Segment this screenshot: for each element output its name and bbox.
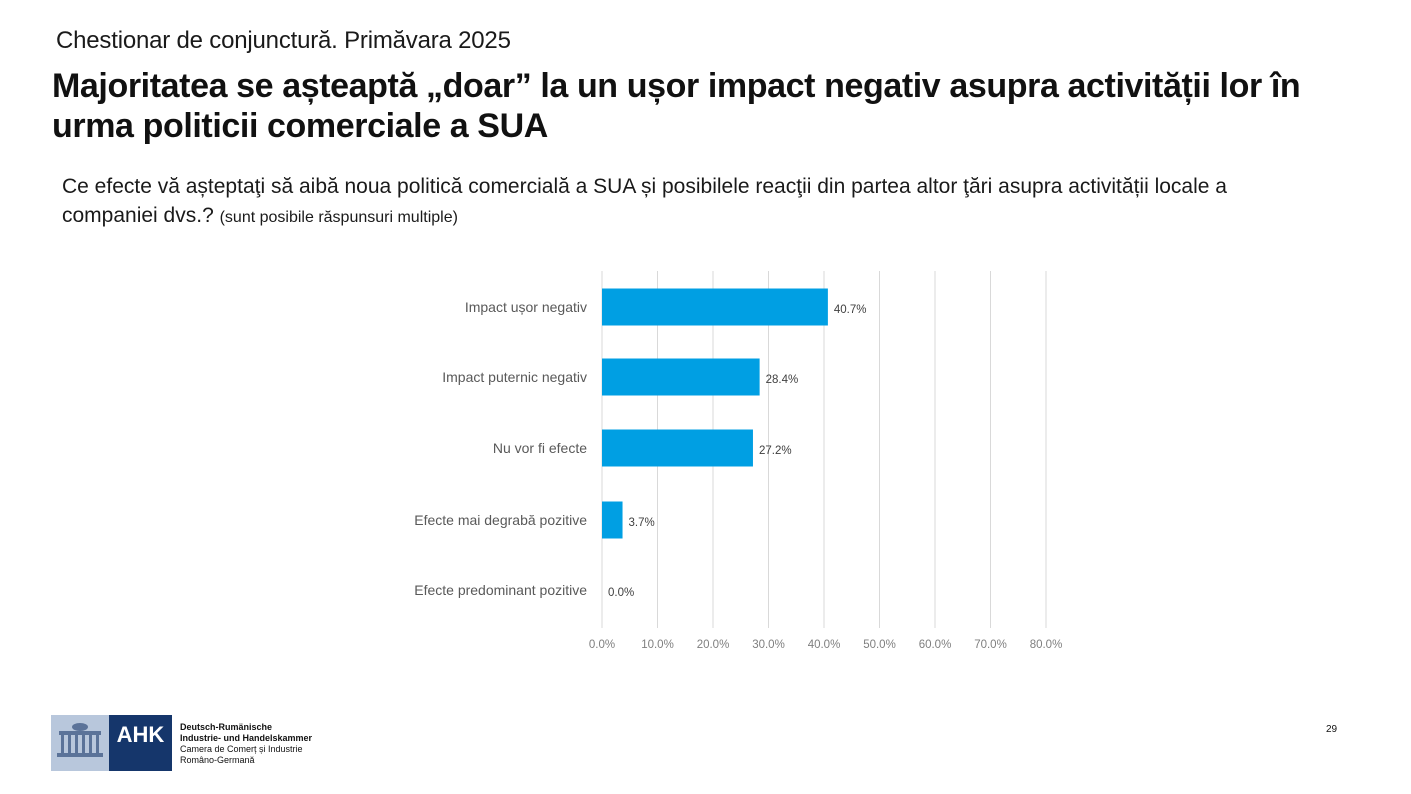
question-text: Ce efecte vă așteptaţi să aibă noua poli… <box>62 175 1227 227</box>
x-tick-label: 30.0% <box>752 639 785 651</box>
value-label: 28.4% <box>766 374 799 386</box>
x-tick-label: 0.0% <box>589 639 615 651</box>
x-tick-label: 80.0% <box>1030 639 1063 651</box>
bar <box>602 358 760 396</box>
value-label: 40.7% <box>834 304 867 316</box>
category-label: Impact puternic negativ <box>442 369 587 385</box>
org-line-2: Industrie- und Handelskammer <box>180 733 313 743</box>
bar-chart: 0.0% 10.0% 20.0% 30.0% 40.0% 50.0% 60.0% 70.0% 8… <box>414 271 1063 651</box>
bar <box>602 288 828 326</box>
building-emblem-icon <box>51 715 109 771</box>
x-tick-label: 70.0% <box>974 639 1007 651</box>
x-tick-label: 40.0% <box>808 639 841 651</box>
x-tick-label: 50.0% <box>863 639 896 651</box>
bar <box>602 501 623 539</box>
slide-title: Majoritatea se așteaptă „doar” la un ușo… <box>52 67 1301 145</box>
question-note: (sunt posibile răspunsuri multiple) <box>219 209 458 226</box>
bar <box>602 429 753 467</box>
category-label: Efecte mai degrabă pozitive <box>414 512 587 528</box>
value-label: 27.2% <box>759 445 792 457</box>
slide-subtitle: Chestionar de conjunctură. Primăvara 202… <box>56 27 511 54</box>
value-label: 0.0% <box>608 587 634 599</box>
category-label: Impact ușor negativ <box>465 299 587 315</box>
x-tick-label: 20.0% <box>697 639 730 651</box>
survey-question: Ce efecte vă așteptaţi să aibă noua poli… <box>62 172 1322 232</box>
page-number: 29 <box>1326 724 1338 735</box>
org-line-3: Camera de Comerț și Industrie <box>180 744 303 754</box>
x-tick-label: 10.0% <box>641 639 674 651</box>
ahk-logo: AHK <box>51 715 172 771</box>
organization-name: Deutsch-Rumänische Industrie- und Handel… <box>180 722 312 766</box>
category-label: Efecte predominant pozitive <box>414 582 587 598</box>
x-tick-label: 60.0% <box>919 639 952 651</box>
org-line-4: Româno-Germană <box>180 755 255 765</box>
ahk-logo-text: AHK <box>109 715 172 771</box>
org-line-1: Deutsch-Rumänische <box>180 722 273 732</box>
category-label: Nu vor fi efecte <box>493 440 587 456</box>
value-label: 3.7% <box>629 517 655 529</box>
